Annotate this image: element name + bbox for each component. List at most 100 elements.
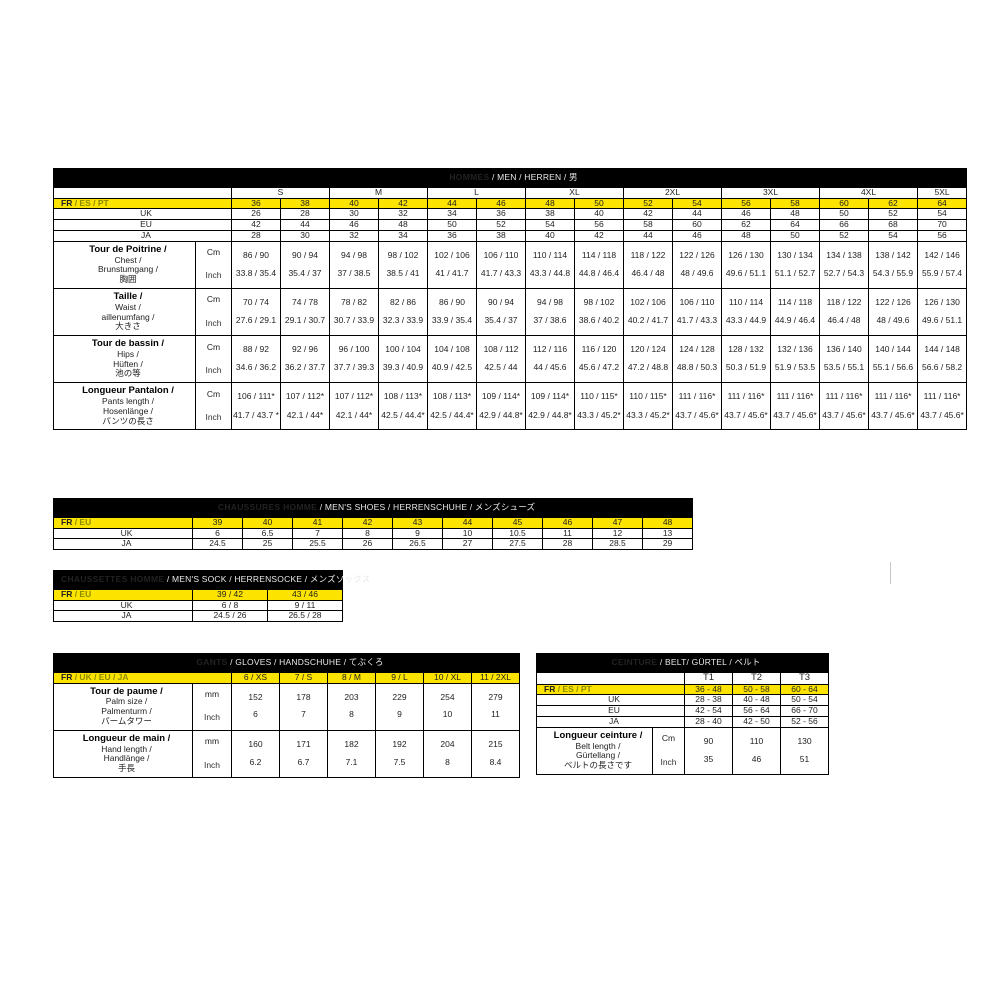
measurement-sub: Hüften / <box>113 358 143 369</box>
size-value-cell: 46 <box>476 197 526 210</box>
band-row: GANTS / GLOVES / HANDSCHUHE / てぶくろ <box>53 653 520 673</box>
band-subtitle: / GLOVES / HANDSCHUHE / てぶくろ <box>227 657 384 667</box>
size-value-cell: 42 <box>574 229 624 242</box>
band-title: GANTS <box>196 657 228 667</box>
measurement-cm-cell: 90 <box>684 726 733 751</box>
measurement-cm-cell: 136 / 140 <box>819 335 869 360</box>
measurement-row-cm: Longueur ceinture / Belt length / Gürtella… <box>536 726 830 775</box>
measurement-cm-cell: 111 / 116* <box>770 382 820 407</box>
row-label: FR / EU <box>53 588 193 601</box>
measurement-cm-cell: 140 / 144 <box>868 335 918 360</box>
size-value-cell: 25 <box>242 538 293 551</box>
row-label-primary: FR <box>544 683 556 694</box>
size-value-cell: 26.5 <box>392 538 443 551</box>
measurement-label: Tour de bassin / Hips / Hüften / 池の等 <box>53 335 196 384</box>
row-label: FR / UK / EU / JA <box>53 671 232 684</box>
size-value-cell: 28 <box>231 229 281 242</box>
mens-socks-chart: CHAUSSETTES HOMME / MEN'S SOCK / HERRENS… <box>53 570 370 623</box>
size-value-cell: 10.5 <box>492 527 543 540</box>
size-value-cell: 56 <box>574 219 624 231</box>
measurement-cm-cell: 107 / 112* <box>329 382 379 407</box>
measurement-title: Tour de bassin / <box>91 338 165 350</box>
measurement-inch-cell: 52.7 / 54.3 <box>819 264 869 289</box>
measurement-inch-cell: 30.7 / 33.9 <box>329 311 379 337</box>
row-label: FR / ES / PT <box>536 683 685 696</box>
measurement-sub: パームタワー <box>101 715 152 726</box>
measurement-inch-cell: 35.4 / 37 <box>280 264 330 289</box>
size-value-cell: 56 <box>721 197 771 210</box>
measurement-mm-cell: 203 <box>327 682 376 707</box>
socks-row: JA 24.5 / 26 26.5 / 28 <box>53 610 343 623</box>
measurement-cm-cell: 112 / 116 <box>525 335 575 360</box>
measurement-inch-cell: 33.9 / 35.4 <box>427 311 477 337</box>
measurement-cm-cell: 132 / 136 <box>770 335 820 360</box>
row-label-rest: / ES / PT <box>72 197 109 208</box>
size-value-cell: 45 <box>492 516 543 529</box>
row-label: JA <box>53 229 232 242</box>
row-label-rest: / ES / PT <box>555 683 592 694</box>
size-value-cell: 39 <box>192 516 243 529</box>
measurement-inch-cell: 41.7 / 43.3 <box>672 311 722 337</box>
measurement-inch-cell: 51 <box>779 750 830 775</box>
size-value-cell: 28 <box>542 538 593 551</box>
belt-size-header: T2 <box>732 671 781 685</box>
size-value-cell: 50 - 58 <box>732 683 781 696</box>
measurement-sub: Chest / <box>114 254 142 265</box>
size-value-cell: 52 <box>868 208 918 221</box>
unit-cm: Cm <box>652 726 685 751</box>
size-value-cell: 42 <box>378 197 428 210</box>
measurement-inch-cell: 6 <box>231 706 280 731</box>
band-row: CHAUSSETTES HOMME / MEN'S SOCK / HERRENS… <box>53 570 370 590</box>
size-value-cell: 32 <box>329 229 379 242</box>
measurement-inch-cell: 42.5 / 44.4* <box>427 406 477 431</box>
size-code-row: FR / ES / PT 36 38 40 42 44 46 48 50 52 54 56 58 60 62… <box>53 197 968 210</box>
measurement-cm-cell: 70 / 74 <box>231 287 281 312</box>
measurement-label: Longueur Pantalon / Pants length / Hosenlä… <box>53 382 196 431</box>
measurement-inch-cell: 41.7 / 43.3 <box>476 264 526 289</box>
size-group-header: 4XL <box>819 186 918 199</box>
measurement-inch-cell: 10 <box>423 706 472 731</box>
measurement-inch-cell: 43.3 / 45.2* <box>574 406 624 431</box>
measurement-cm-cell: 124 / 128 <box>672 335 722 360</box>
size-value-cell: 43 <box>392 516 443 529</box>
measurement-cm-cell: 126 / 130 <box>916 287 968 312</box>
measurement-inch-cell: 42.1 / 44* <box>329 406 379 431</box>
band-row: CHAUSSURES HOMME / MEN'S SHOES / HERRENS… <box>52 498 694 518</box>
size-value-cell: 8 <box>342 527 393 540</box>
measurement-cm-cell: 109 / 114* <box>525 382 575 407</box>
measurement-mm-cell: 178 <box>279 682 328 707</box>
size-value-cell: 68 <box>868 219 918 231</box>
size-value-cell: 38 <box>476 229 526 242</box>
row-label-primary: FR <box>61 671 73 682</box>
size-value-cell: 50 <box>574 197 624 210</box>
measurement-cm-cell: 74 / 78 <box>280 287 330 312</box>
measurement-inch-cell: 41 / 41.7 <box>427 264 477 289</box>
row-label: FR / ES / PT <box>53 197 232 210</box>
measurement-inch-cell: 38.5 / 41 <box>378 264 428 289</box>
size-value-cell: 38 <box>525 208 575 221</box>
measurement-inch-cell: 49.6 / 51.1 <box>721 264 771 289</box>
measurement-cm-cell: 94 / 98 <box>525 287 575 312</box>
size-value-cell: 44 <box>672 208 722 221</box>
measurement-cm-cell: 90 / 94 <box>280 240 330 265</box>
size-value-cell: 24.5 <box>192 538 243 551</box>
measurement-row-inch: Inch 34.6 / 36.2 36.2 / 37.7 37.7 / 39.3 39.… <box>54 359 968 384</box>
measurement-cm-cell: 90 / 94 <box>476 287 526 312</box>
measurement-cm-cell: 98 / 102 <box>574 287 624 312</box>
size-value-cell: 64 <box>916 197 968 210</box>
empty-corner <box>53 186 232 199</box>
row-label-rest: / EU <box>72 588 92 599</box>
gloves-table: GANTS / GLOVES / HANDSCHUHE / てぶくろ FR / U… <box>53 653 520 778</box>
row-label: FR / EU <box>53 516 193 529</box>
belt-table: CEINTURE / BELT/ GÜRTEL / ベルト T1 T2 T3 FR / … <box>535 653 830 775</box>
size-value-cell: 27.5 <box>492 538 543 551</box>
measurement-mm-cell: 204 <box>423 729 472 754</box>
size-value-cell: 6 <box>192 527 243 540</box>
measurement-inch-cell: 37 / 38.5 <box>329 264 379 289</box>
measurement-inch-cell: 43.3 / 44.8 <box>525 264 575 289</box>
measurement-row-inch: Inch 6 7 8 9 10 11 <box>54 706 520 731</box>
socks-band-header: CHAUSSETTES HOMME / MEN'S SOCK / HERRENS… <box>53 570 370 590</box>
measurement-inch-cell: 8 <box>327 706 376 731</box>
